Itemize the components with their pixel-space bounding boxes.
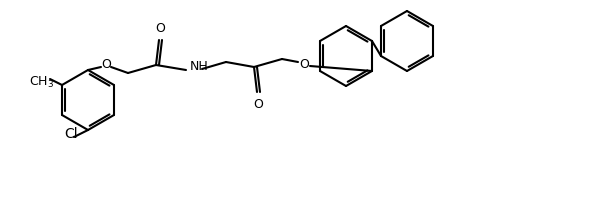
Text: O: O	[299, 57, 309, 71]
Text: NH: NH	[190, 60, 209, 73]
Text: O: O	[101, 59, 111, 71]
Text: O: O	[155, 22, 165, 35]
Text: CH$_3$: CH$_3$	[29, 74, 54, 89]
Text: Cl: Cl	[64, 127, 78, 141]
Text: O: O	[253, 98, 263, 111]
